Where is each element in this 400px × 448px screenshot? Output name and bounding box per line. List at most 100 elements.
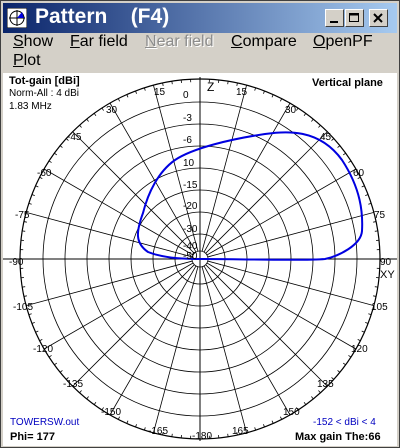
grid-tick — [65, 377, 69, 380]
grid-spoke — [109, 102, 197, 253]
grid-tick — [79, 124, 82, 128]
grid-tick — [373, 221, 377, 223]
grid-tick — [39, 176, 43, 180]
grid-tick — [331, 138, 335, 141]
angle-label-l45: -45 — [67, 132, 82, 143]
radial-label-6: -6 — [183, 135, 192, 146]
grid-tick — [236, 82, 238, 86]
grid-tick — [31, 322, 35, 324]
menu-plot[interactable]: Plot — [13, 52, 41, 70]
angle-label-r150: 150 — [283, 407, 300, 418]
grid-tick — [373, 295, 377, 297]
menu-near-field: Near field — [145, 33, 213, 51]
grid-tick — [126, 94, 129, 98]
grid-tick — [48, 160, 52, 163]
grid-tick — [35, 330, 39, 333]
grid-spoke — [72, 131, 195, 254]
grid-spoke — [26, 260, 193, 306]
grid-tick — [365, 194, 369, 196]
grid-tick — [361, 185, 365, 188]
grid-tick — [318, 124, 321, 128]
menu-compare-label: ompare — [242, 33, 297, 50]
grid-tick — [65, 138, 69, 141]
grid-tick — [54, 152, 58, 156]
norm-label: Norm-All : 4 dBi — [9, 88, 80, 99]
angle-label-r135: 135 — [317, 379, 334, 390]
grid-tick — [303, 401, 307, 405]
angle-label-r60: 60 — [353, 168, 365, 179]
grid-tick — [254, 427, 257, 431]
grid-tick — [162, 82, 164, 86]
grid-tick — [54, 362, 58, 366]
angle-label-l120: -120 — [33, 344, 54, 355]
grid-spoke — [153, 266, 199, 433]
grid-spoke — [43, 262, 194, 350]
grid-spoke — [72, 264, 195, 387]
angle-label-r75: 75 — [374, 210, 386, 221]
grid-tick — [23, 295, 27, 297]
grid-tick — [48, 355, 52, 358]
radial-label-20: -20 — [183, 201, 198, 212]
window-title: Pattern (F4) — [35, 5, 170, 28]
radiation-pattern-curve — [137, 131, 364, 261]
app-icon — [7, 8, 27, 28]
radial-label-50: -50 — [183, 251, 198, 262]
polar-chart — [3, 77, 397, 441]
grid-tick — [101, 107, 104, 111]
maximize-button[interactable] — [345, 9, 364, 27]
file-label: TOWERSW.out — [10, 417, 80, 428]
grid-tick — [79, 390, 82, 394]
menu-far-field-accel: F — [70, 33, 80, 50]
angle-label-l90: -90 — [9, 257, 24, 268]
grid-tick — [31, 194, 35, 196]
angle-label-l150: -150 — [101, 407, 122, 418]
grid-spoke — [153, 85, 199, 252]
radial-label-3: -3 — [183, 113, 192, 124]
grid-tick — [348, 160, 352, 163]
grid-tick — [39, 338, 43, 342]
angle-label-r45: 45 — [320, 132, 332, 143]
menu-show-accel: S — [13, 33, 24, 50]
grid-spoke — [109, 265, 197, 416]
menu-near-field-accel: N — [145, 33, 157, 50]
grid-tick — [342, 362, 346, 366]
grid-spoke — [43, 168, 194, 256]
grid-tick — [93, 401, 97, 405]
menu-show[interactable]: Show — [13, 33, 53, 51]
menu-compare[interactable]: Compare — [231, 33, 297, 51]
grid-spoke — [201, 85, 247, 252]
grid-spoke — [207, 260, 374, 306]
radial-label-30: -30 — [183, 224, 198, 235]
grid-tick — [365, 322, 369, 324]
grid-tick — [368, 313, 372, 316]
menu-openpf-accel: O — [313, 33, 326, 50]
grid-tick — [126, 420, 129, 424]
grid-spoke — [26, 212, 193, 258]
grid-tick — [236, 432, 238, 436]
grid-tick — [86, 118, 89, 122]
angle-label-top-right: 15 — [236, 87, 248, 98]
polar-plot-area: Tot-gain [dBi] Norm-All : 4 dBi 1.83 MHz… — [3, 73, 397, 446]
grid-tick — [143, 87, 146, 91]
close-button[interactable] — [369, 9, 388, 27]
menu-plot-label: lot — [23, 52, 41, 69]
frequency-label: 1.83 MHz — [9, 101, 52, 112]
grid-spoke — [201, 266, 247, 433]
z-axis-label: Z — [207, 80, 215, 94]
menu-openpf[interactable]: OpenPF — [313, 33, 373, 51]
grid-tick — [101, 407, 104, 411]
minimize-icon — [330, 21, 338, 23]
menu-show-label: how — [23, 33, 54, 50]
grid-tick — [263, 424, 265, 428]
grid-tick — [279, 416, 283, 420]
maximize-icon — [349, 13, 359, 22]
menu-far-field[interactable]: Far field — [70, 33, 128, 51]
angle-label-r165: 165 — [232, 426, 249, 437]
title-bar[interactable]: Pattern (F4) — [3, 3, 397, 33]
grid-tick — [117, 416, 121, 420]
minimize-button[interactable] — [325, 9, 344, 27]
grid-tick — [143, 427, 146, 431]
menu-compare-accel: C — [231, 33, 243, 50]
grid-tick — [117, 98, 121, 102]
grid-tick — [263, 90, 265, 94]
